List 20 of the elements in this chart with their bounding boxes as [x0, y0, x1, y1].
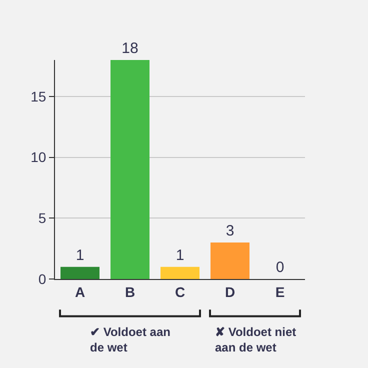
x-tick-label: B [124, 284, 136, 300]
x-tick-label: C [174, 284, 186, 300]
text: ✔ Voldoet aan de wet [90, 325, 170, 355]
x-tick-label: D [224, 284, 236, 300]
text: ✘ Voldoet niet aan de wet [215, 325, 296, 355]
bar [60, 266, 100, 279]
data-label: 18 [122, 40, 138, 57]
data-label: 1 [76, 246, 84, 264]
bar [210, 242, 250, 279]
bar [160, 266, 200, 279]
data-label: 1 [176, 246, 184, 264]
x-tick-label: A [74, 284, 86, 300]
y-tick-label: 10 [30, 149, 46, 166]
data-label: 3 [226, 222, 234, 240]
y-tick-label: 0 [38, 270, 46, 287]
bar [110, 60, 150, 279]
y-tick-label: 15 [30, 88, 46, 104]
x-tick-label: E [275, 284, 285, 300]
y-tick-label: 5 [38, 210, 46, 226]
data-label: 0 [276, 259, 284, 276]
